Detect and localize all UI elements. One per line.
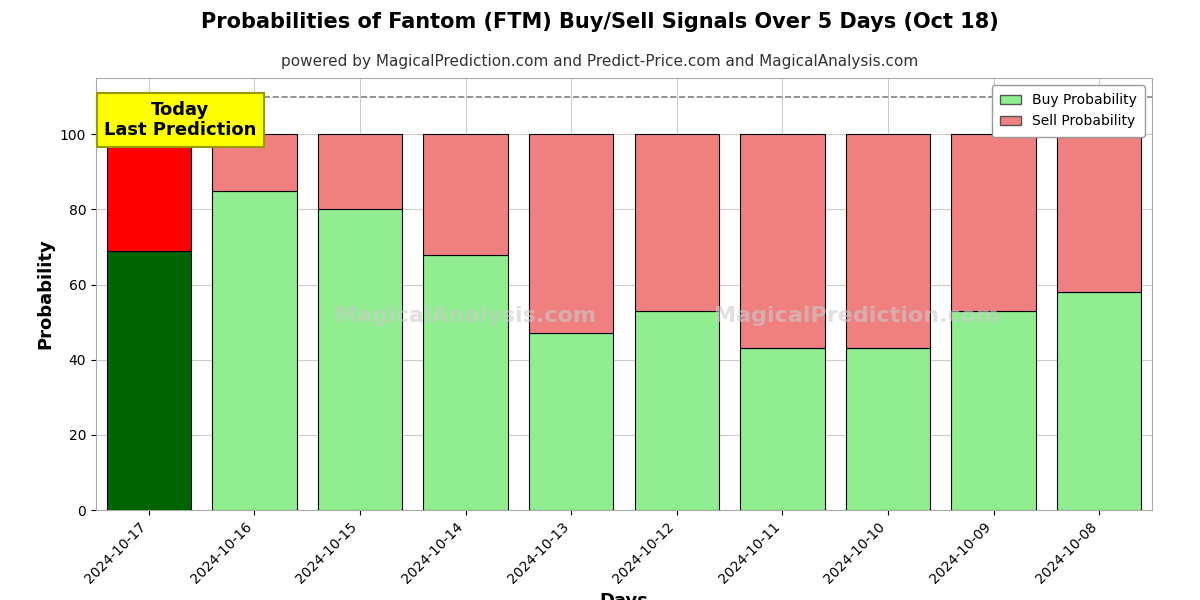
Bar bbox=[529, 334, 613, 510]
Text: Today
Last Prediction: Today Last Prediction bbox=[104, 101, 257, 139]
Bar bbox=[529, 134, 613, 334]
Bar bbox=[846, 134, 930, 349]
Bar bbox=[424, 134, 508, 254]
Bar bbox=[635, 134, 719, 311]
Bar bbox=[424, 254, 508, 510]
Bar bbox=[318, 209, 402, 510]
Bar bbox=[107, 251, 191, 510]
Text: powered by MagicalPrediction.com and Predict-Price.com and MagicalAnalysis.com: powered by MagicalPrediction.com and Pre… bbox=[281, 54, 919, 69]
Bar bbox=[212, 191, 296, 510]
Bar bbox=[1057, 134, 1141, 292]
Bar bbox=[107, 134, 191, 251]
Bar bbox=[952, 311, 1036, 510]
Legend: Buy Probability, Sell Probability: Buy Probability, Sell Probability bbox=[991, 85, 1145, 137]
Text: Probabilities of Fantom (FTM) Buy/Sell Signals Over 5 Days (Oct 18): Probabilities of Fantom (FTM) Buy/Sell S… bbox=[202, 12, 998, 32]
Bar bbox=[952, 134, 1036, 311]
Bar bbox=[740, 134, 824, 349]
Bar bbox=[318, 134, 402, 209]
Y-axis label: Probability: Probability bbox=[36, 239, 54, 349]
Bar bbox=[740, 349, 824, 510]
X-axis label: Days: Days bbox=[600, 592, 648, 600]
Bar bbox=[846, 349, 930, 510]
Bar bbox=[635, 311, 719, 510]
Bar bbox=[1057, 292, 1141, 510]
Bar bbox=[212, 134, 296, 191]
Text: MagicalPrediction.com: MagicalPrediction.com bbox=[714, 305, 1000, 326]
Text: MagicalAnalysis.com: MagicalAnalysis.com bbox=[335, 305, 596, 326]
